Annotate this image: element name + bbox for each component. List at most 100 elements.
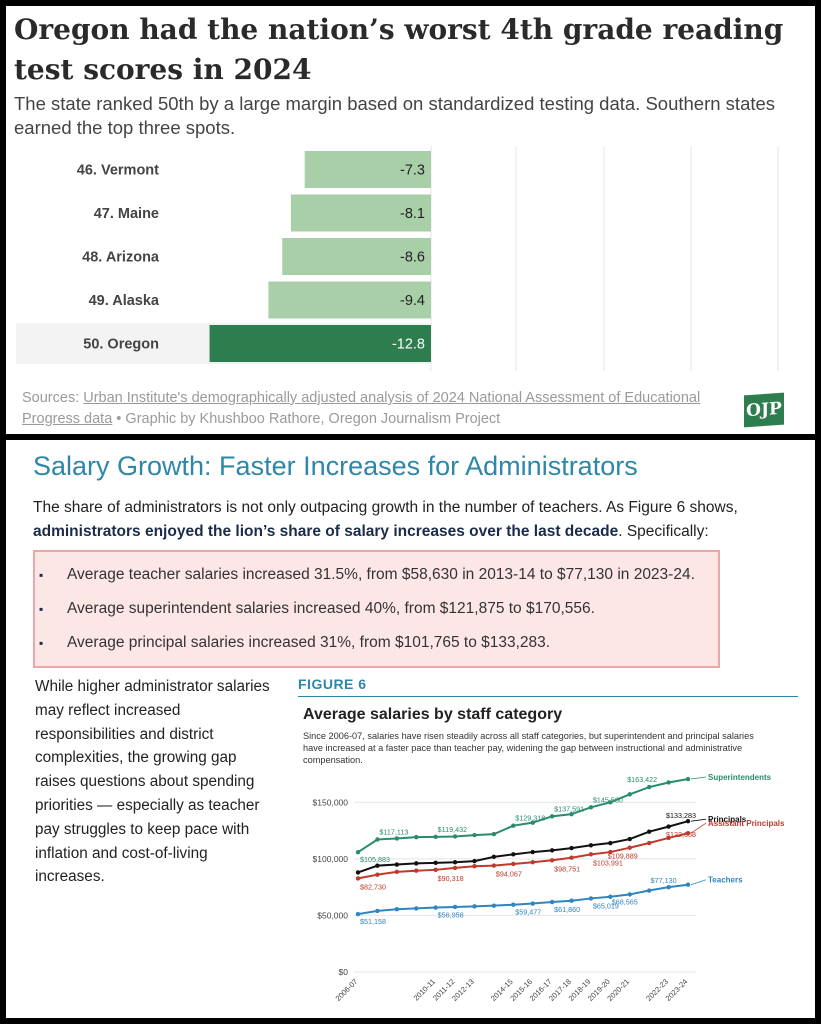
x-tick-label: 2006-07 xyxy=(334,977,360,1003)
section-heading: Salary Growth: Faster Increases for Admi… xyxy=(33,451,638,481)
data-label: $94,067 xyxy=(496,870,522,879)
data-point xyxy=(433,834,438,840)
series-line xyxy=(357,832,689,880)
data-point xyxy=(569,855,574,860)
bar xyxy=(290,194,431,232)
intro-bold: administrators enjoyed the lion’s share … xyxy=(33,523,619,540)
value-label: -8.1 xyxy=(400,206,425,222)
data-point xyxy=(685,776,691,782)
data-label: $56,958 xyxy=(438,911,464,920)
data-point xyxy=(491,854,497,860)
data-label: $109,889 xyxy=(608,852,638,861)
data-label: $133,283 xyxy=(666,811,696,820)
data-point xyxy=(569,898,574,903)
data-point xyxy=(666,835,671,841)
series-name: Assistant Principals xyxy=(708,819,785,828)
side-paragraph: While higher administrator salaries may … xyxy=(35,678,270,886)
data-point xyxy=(666,780,671,785)
data-point xyxy=(491,831,497,837)
category-label: 47. Maine xyxy=(94,206,159,222)
data-label: $68,565 xyxy=(612,897,638,906)
data-point xyxy=(452,865,458,871)
bar-chart: 46. Vermont -7.3 47. Maine -8.1 48. Arizona -… xyxy=(16,146,779,371)
data-label: $98,751 xyxy=(554,864,580,873)
data-point xyxy=(588,852,594,857)
value-label: -7.3 xyxy=(400,163,425,179)
data-point xyxy=(452,834,458,839)
data-point xyxy=(646,888,652,893)
sources-link[interactable]: Urban Institute's demographically adjust… xyxy=(22,390,701,427)
bullet-list: Average teacher salaries increased 31.5%… xyxy=(39,558,718,660)
data-label: $163,422 xyxy=(627,775,657,784)
data-point xyxy=(549,848,555,853)
data-point xyxy=(608,840,613,846)
data-label: $129,318 xyxy=(515,814,545,823)
bullet-item: Average principal salaries increased 31%… xyxy=(39,626,718,660)
data-point xyxy=(433,860,438,866)
data-label: $82,730 xyxy=(360,882,386,891)
data-point xyxy=(355,870,361,875)
data-point xyxy=(549,814,555,819)
intro-text-2: . Specifically: xyxy=(618,523,709,540)
series-line xyxy=(357,778,689,854)
sources-prefix: Sources: xyxy=(22,390,84,406)
data-label: $105,883 xyxy=(360,855,390,864)
data-point xyxy=(394,869,400,875)
series-name: Principals xyxy=(708,815,747,824)
data-point xyxy=(375,837,380,842)
chart-subtitle: The state ranked 50th by a large margin … xyxy=(14,93,776,138)
data-point xyxy=(414,834,419,840)
data-point xyxy=(685,818,691,824)
data-label: $65,019 xyxy=(593,901,619,910)
data-point xyxy=(414,906,419,911)
oregon-reading-panel: Oregon had the nation’s worst 4th grade … xyxy=(6,6,815,434)
data-point xyxy=(627,892,632,897)
data-point xyxy=(530,901,535,906)
data-point xyxy=(549,899,555,905)
category-label: 46. Vermont xyxy=(77,163,159,179)
data-point xyxy=(666,884,671,890)
data-point xyxy=(472,832,477,838)
highlight-box: Average teacher salaries increased 31.5%… xyxy=(33,550,720,668)
bullet-item: Average teacher salaries increased 31.5%… xyxy=(39,558,718,592)
data-point xyxy=(355,911,361,917)
data-point xyxy=(375,863,380,868)
value-label: -9.4 xyxy=(400,293,425,309)
salary-growth-panel: Salary Growth: Faster Increases for Admi… xyxy=(6,440,815,1018)
data-point xyxy=(511,902,516,907)
data-point xyxy=(646,784,652,790)
data-point xyxy=(394,907,400,912)
data-point xyxy=(569,811,574,817)
bar xyxy=(282,238,431,275)
data-point xyxy=(646,840,652,846)
data-point xyxy=(433,867,438,873)
data-point xyxy=(452,860,458,865)
data-point xyxy=(394,836,400,841)
figure-title: Average salaries by staff category xyxy=(303,706,563,723)
data-point xyxy=(472,864,477,869)
y-tick-label: $100,000 xyxy=(313,854,349,864)
figure-label: FIGURE 6 xyxy=(298,676,367,692)
y-tick-label: $50,000 xyxy=(317,910,348,920)
y-tick-label: $150,000 xyxy=(313,797,349,807)
data-point xyxy=(608,894,613,899)
data-point xyxy=(491,863,497,868)
sources-suffix: • Graphic by Khushboo Rathore, Oregon Jo… xyxy=(112,411,501,427)
data-point xyxy=(530,820,535,825)
legend-leader xyxy=(690,776,707,780)
data-label: $119,432 xyxy=(438,825,467,834)
data-point xyxy=(355,850,361,855)
series-line xyxy=(357,883,689,916)
sources-note: Sources: Urban Institute's demographical… xyxy=(22,388,752,430)
data-point xyxy=(433,905,438,910)
data-point xyxy=(511,852,516,857)
data-point xyxy=(394,862,400,867)
data-point xyxy=(666,824,671,829)
bullet-item: Average superintendent salaries increase… xyxy=(39,592,718,626)
data-label: $122,658 xyxy=(666,830,696,839)
data-point xyxy=(627,845,632,850)
data-label: $77,130 xyxy=(651,876,677,885)
series-name: Superintendents xyxy=(708,773,772,782)
value-label: -12.8 xyxy=(392,337,425,353)
